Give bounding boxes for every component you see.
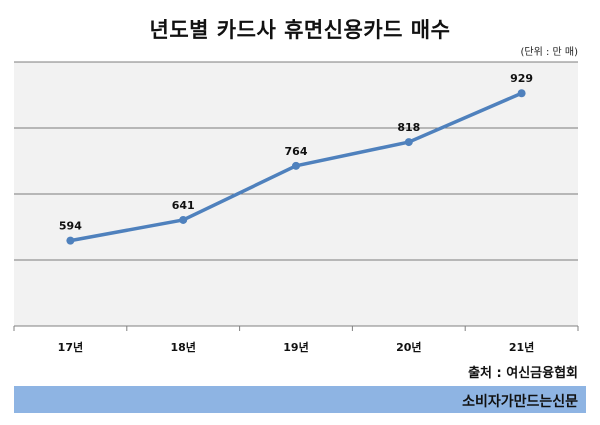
data-label: 764 <box>285 145 308 158</box>
chart-title: 년도별 카드사 휴면신용카드 매수 <box>149 18 451 42</box>
x-tick-label: 18년 <box>170 340 195 354</box>
footer-banner: 소비자가만드는신문 <box>14 386 586 413</box>
data-point <box>292 161 300 170</box>
data-point <box>179 215 188 224</box>
footer-text: 소비자가만드는신문 <box>462 394 578 410</box>
data-point <box>404 138 413 147</box>
x-tick-label: 19년 <box>283 340 308 354</box>
data-label: 818 <box>397 121 420 134</box>
data-point <box>517 89 526 98</box>
source-label: 출처 : 여신금융협회 <box>468 366 578 381</box>
x-tick-label: 20년 <box>396 340 421 354</box>
data-label: 641 <box>172 199 195 212</box>
unit-label: (단위 : 만 매) <box>520 47 578 58</box>
data-label: 594 <box>59 220 82 233</box>
x-tick-label: 21년 <box>509 340 534 354</box>
data-point <box>66 236 75 245</box>
x-tick-label: 17년 <box>58 340 83 354</box>
data-label: 929 <box>510 72 533 85</box>
